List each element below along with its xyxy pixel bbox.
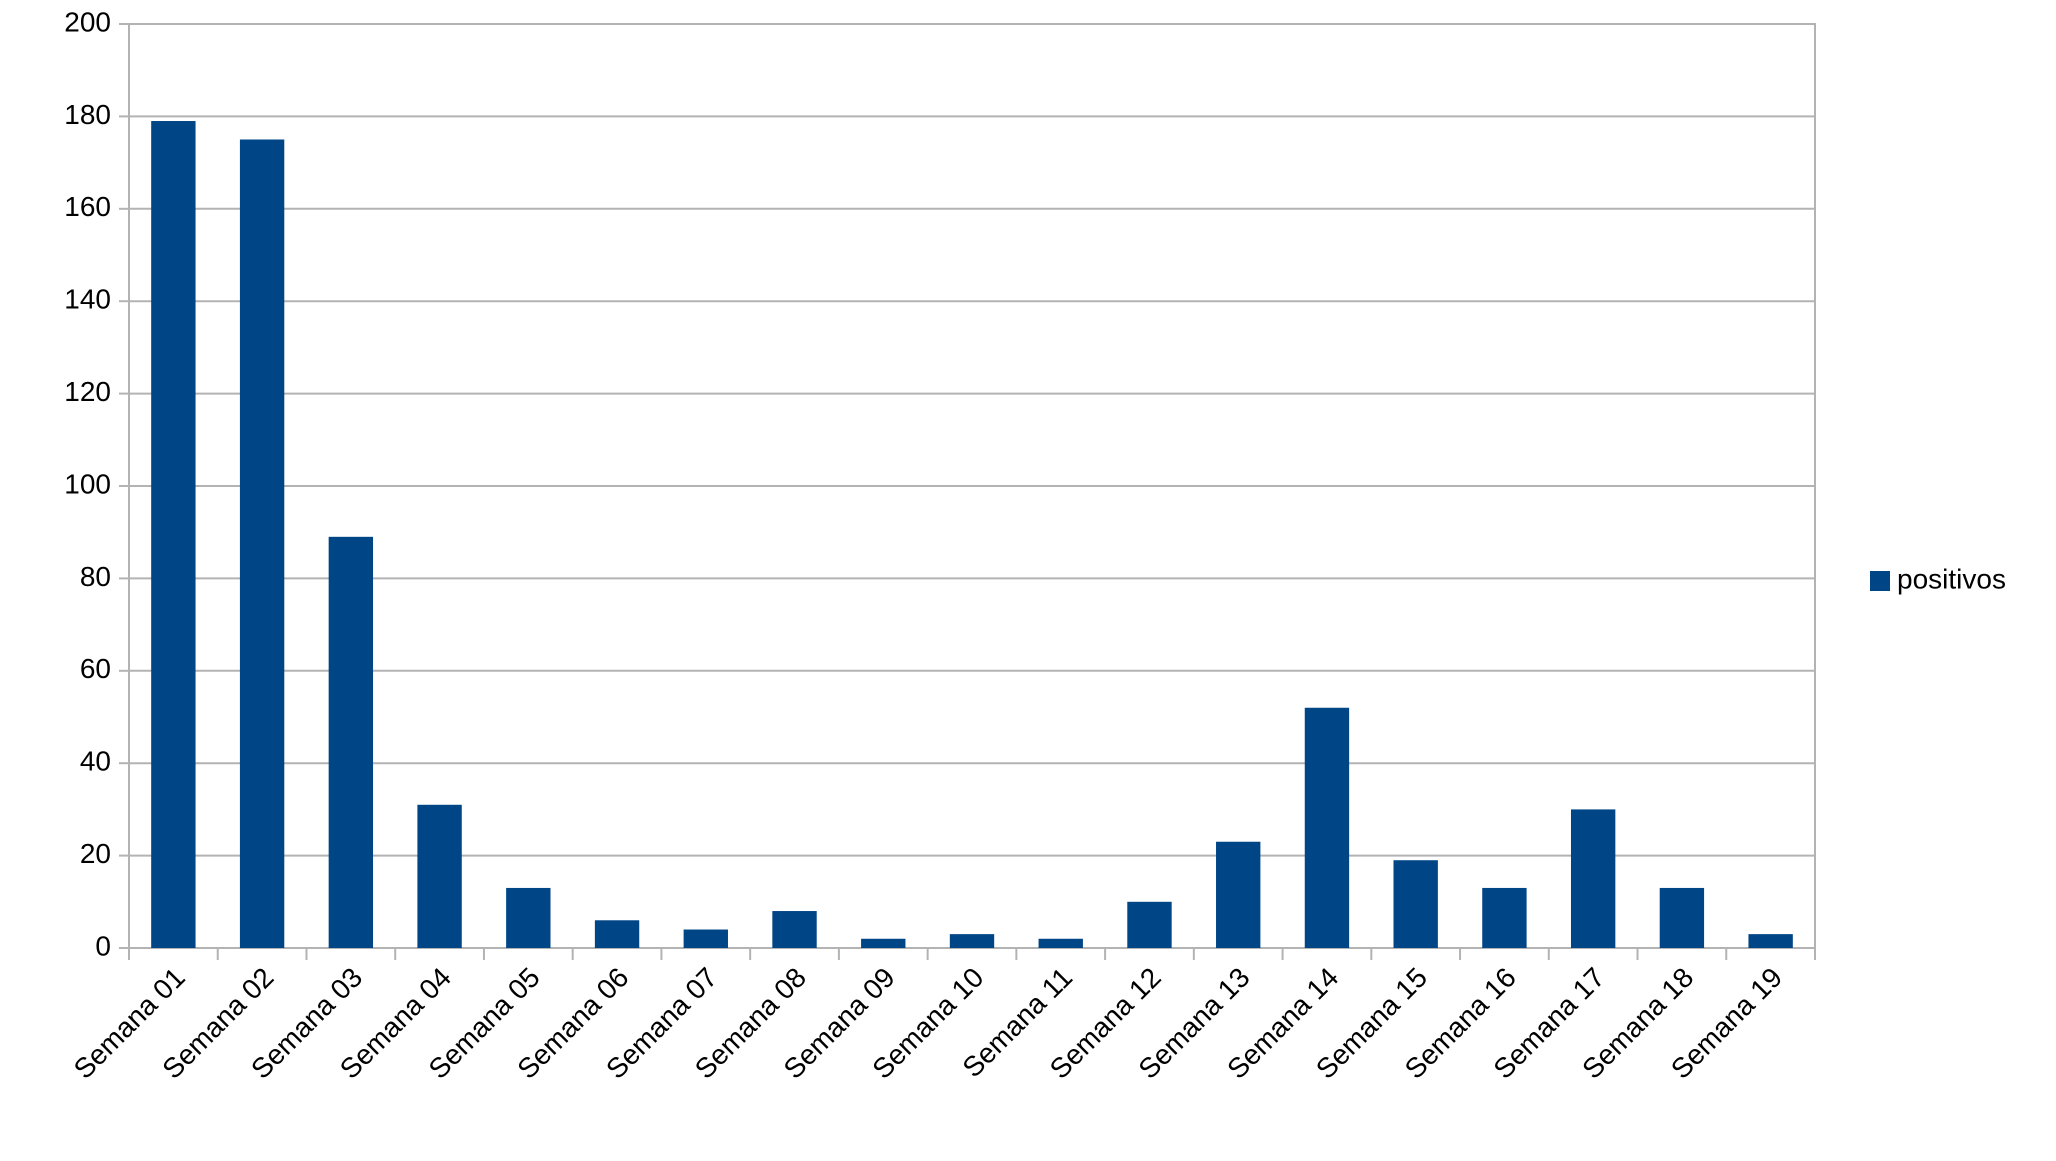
- bar: [1482, 887, 1527, 948]
- bar: [1570, 809, 1616, 948]
- bar: [1038, 938, 1083, 948]
- bar: [239, 139, 285, 948]
- bar: [683, 929, 728, 948]
- bar: [1304, 707, 1350, 948]
- legend-label: positivos: [1897, 563, 2006, 594]
- y-tick-label: 40: [80, 746, 111, 777]
- y-tick-label: 100: [64, 468, 111, 499]
- bar: [1748, 934, 1793, 948]
- y-tick-label: 140: [64, 284, 111, 315]
- bar: [861, 938, 906, 948]
- bar: [772, 911, 817, 948]
- bar: [1659, 887, 1705, 948]
- bar: [417, 804, 462, 948]
- bar: [1127, 901, 1172, 948]
- legend-swatch: [1870, 571, 1890, 591]
- y-tick-label: 60: [80, 653, 111, 684]
- bar: [594, 920, 640, 948]
- y-tick-label: 20: [80, 838, 111, 869]
- bar: [151, 121, 196, 948]
- y-tick-label: 200: [64, 6, 111, 37]
- y-tick-label: 120: [64, 376, 111, 407]
- bar: [1393, 860, 1438, 948]
- y-tick-label: 180: [64, 99, 111, 130]
- y-tick-label: 160: [64, 191, 111, 222]
- y-tick-label: 0: [95, 930, 111, 961]
- bar: [949, 934, 995, 948]
- bar: [1216, 841, 1261, 948]
- y-tick-label: 80: [80, 561, 111, 592]
- bar: [328, 536, 374, 948]
- bar: [506, 887, 551, 948]
